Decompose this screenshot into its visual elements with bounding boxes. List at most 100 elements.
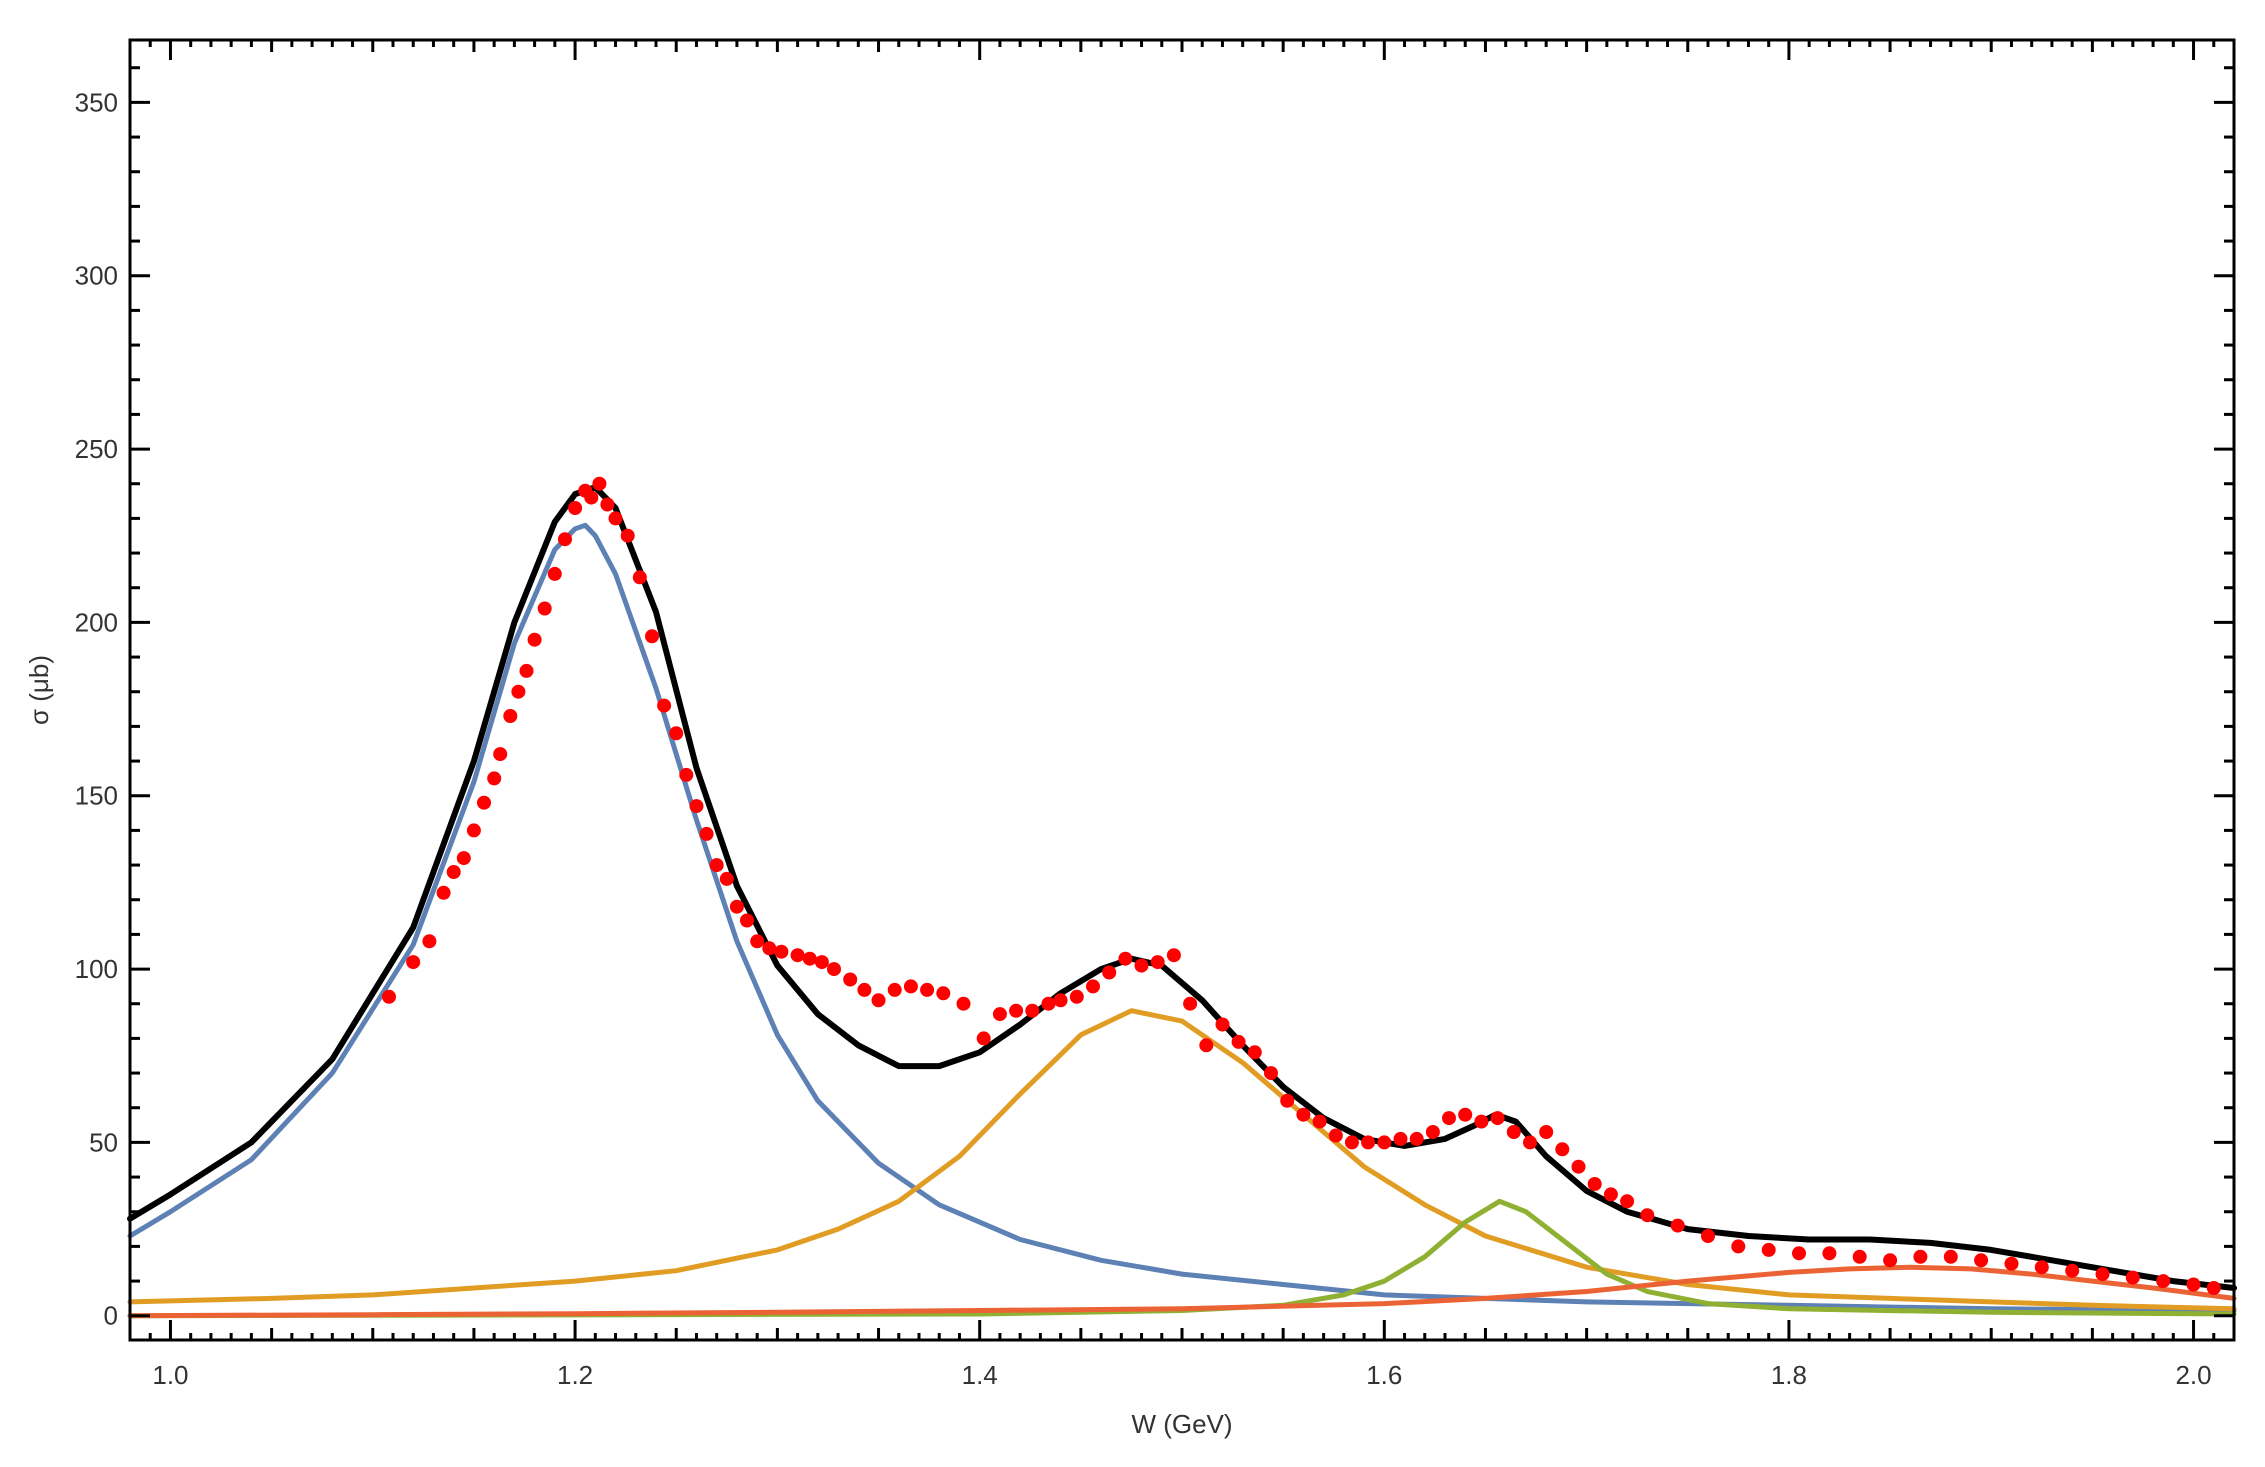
data-point xyxy=(422,934,437,949)
data-point xyxy=(920,982,935,997)
data-point xyxy=(2095,1267,2110,1282)
y-tick-label: 50 xyxy=(89,1127,118,1157)
data-point xyxy=(1458,1107,1473,1122)
data-point xyxy=(537,601,552,616)
data-point xyxy=(600,497,615,512)
data-point xyxy=(1344,1135,1359,1150)
data-point xyxy=(446,865,461,879)
data-point xyxy=(802,951,817,966)
data-point xyxy=(406,955,421,970)
data-point xyxy=(1701,1229,1715,1243)
y-tick-label: 100 xyxy=(75,954,118,984)
data-point xyxy=(547,566,562,581)
y-tick-label: 200 xyxy=(75,607,118,637)
data-point xyxy=(1852,1249,1867,1264)
data-point xyxy=(1069,989,1084,1004)
data-point xyxy=(1587,1177,1602,1191)
data-point xyxy=(857,982,872,997)
data-point xyxy=(657,698,672,713)
data-point xyxy=(774,944,789,959)
data-point xyxy=(1603,1187,1618,1202)
data-point xyxy=(814,955,829,970)
data-point xyxy=(1199,1038,1214,1053)
data-point xyxy=(584,490,599,505)
data-point xyxy=(1974,1253,1989,1268)
data-point xyxy=(1231,1034,1246,1049)
data-point xyxy=(1328,1128,1343,1143)
data-point xyxy=(519,663,534,678)
data-point xyxy=(903,979,918,994)
data-point xyxy=(871,993,886,1008)
y-tick-label: 250 xyxy=(75,434,118,464)
data-point xyxy=(936,986,951,1001)
data-point xyxy=(762,941,777,956)
data-point xyxy=(1539,1125,1554,1139)
data-point xyxy=(1215,1017,1230,1032)
data-point xyxy=(2034,1260,2049,1275)
data-point xyxy=(669,726,684,741)
data-point xyxy=(827,962,841,977)
y-tick-label: 350 xyxy=(75,87,118,117)
data-point xyxy=(1883,1253,1898,1268)
data-point xyxy=(1296,1107,1311,1122)
data-point xyxy=(487,771,502,786)
data-point xyxy=(1264,1066,1278,1081)
data-point xyxy=(632,570,647,585)
data-point xyxy=(558,532,572,547)
x-tick-label: 1.4 xyxy=(962,1360,998,1390)
data-point xyxy=(1490,1111,1505,1126)
data-point xyxy=(503,709,518,723)
data-point xyxy=(477,795,491,810)
data-point xyxy=(1025,1003,1040,1018)
data-point xyxy=(1620,1194,1635,1209)
x-tick-label: 1.0 xyxy=(152,1360,188,1390)
data-points xyxy=(382,476,2221,1295)
data-point xyxy=(1377,1135,1392,1150)
data-point xyxy=(2065,1263,2080,1278)
data-point xyxy=(1761,1242,1776,1257)
data-point xyxy=(1474,1114,1489,1129)
data-point xyxy=(1822,1246,1837,1261)
data-point xyxy=(750,934,765,949)
data-point xyxy=(1523,1135,1537,1150)
data-point xyxy=(1506,1125,1521,1139)
data-point xyxy=(699,826,714,841)
data-point xyxy=(592,476,607,491)
data-point xyxy=(1670,1218,1685,1233)
y-tick-labels: 0 50 100 150 200 250 300 350 xyxy=(75,87,118,1330)
data-point xyxy=(1943,1249,1958,1264)
data-point xyxy=(1425,1125,1440,1139)
data-point xyxy=(843,972,858,987)
data-point xyxy=(645,629,659,644)
data-point xyxy=(1150,955,1165,970)
data-point xyxy=(382,989,396,1004)
x-tick-label: 1.8 xyxy=(1771,1360,1807,1390)
y-tick-label: 300 xyxy=(75,261,118,291)
data-point xyxy=(1183,996,1198,1011)
data-point xyxy=(1009,1003,1024,1018)
data-point xyxy=(1118,951,1133,966)
y-axis-label: σ (μb) xyxy=(24,655,54,725)
data-point xyxy=(2004,1256,2019,1271)
data-point xyxy=(2156,1274,2171,1289)
data-point xyxy=(1555,1142,1570,1157)
data-point xyxy=(493,747,508,762)
y-tick-label: 150 xyxy=(75,781,118,811)
x-tick-label: 1.2 xyxy=(557,1360,593,1390)
data-point xyxy=(1442,1111,1456,1126)
data-point xyxy=(1731,1239,1746,1254)
data-point xyxy=(436,885,451,900)
y-tick-label: 0 xyxy=(104,1301,118,1331)
data-point xyxy=(2186,1277,2201,1292)
data-point xyxy=(527,632,542,647)
data-point xyxy=(1247,1045,1262,1060)
resonance-2-curve xyxy=(127,1008,2237,1312)
data-point xyxy=(740,913,754,928)
data-point xyxy=(790,948,805,963)
x-axis-label: W (GeV) xyxy=(1131,1409,1232,1439)
data-point xyxy=(1053,993,1068,1008)
data-point xyxy=(976,1031,991,1046)
fit-curves xyxy=(127,484,2237,1319)
data-point xyxy=(1913,1249,1928,1264)
data-point xyxy=(1312,1114,1327,1129)
